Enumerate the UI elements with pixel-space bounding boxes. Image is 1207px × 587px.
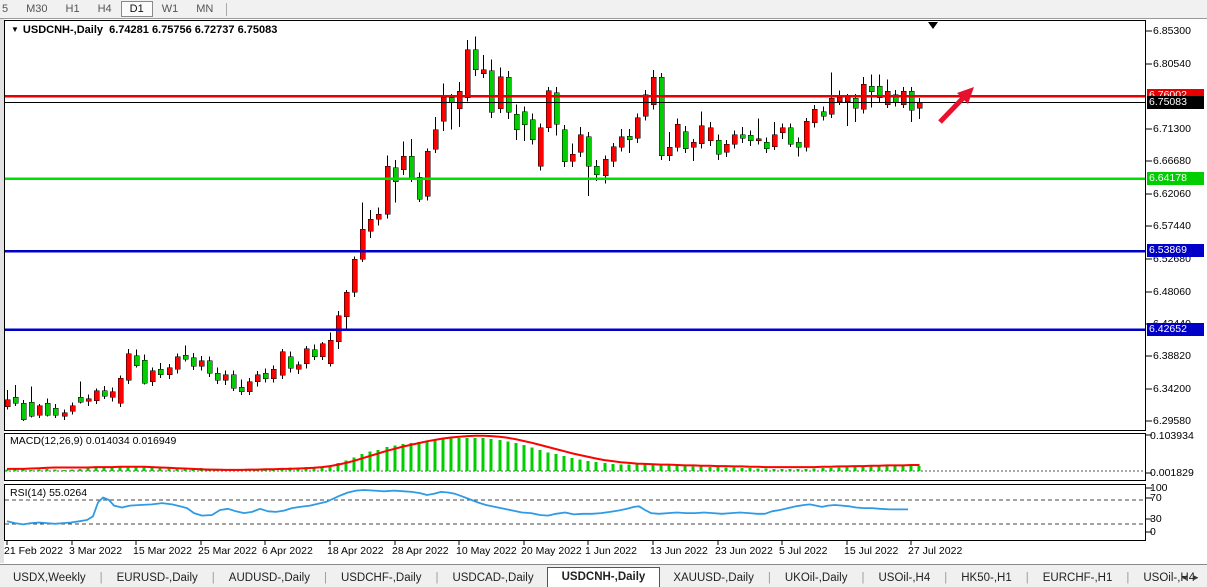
price-tick-label: 6.80540 bbox=[1153, 58, 1191, 70]
chart-symbol-period: USDCNH-,Daily bbox=[22, 24, 103, 36]
date-tick-label: 10 May 2022 bbox=[456, 545, 517, 557]
chart-ohlc-values: 6.74281 6.75756 6.72737 6.75083 bbox=[109, 24, 278, 36]
date-tick-label: 15 Jul 2022 bbox=[844, 545, 899, 557]
tab-separator: | bbox=[767, 572, 771, 584]
tab-separator: | bbox=[861, 572, 865, 584]
price-tick-label: 6.71300 bbox=[1153, 123, 1191, 135]
price-tick-label: 6.29580 bbox=[1153, 415, 1191, 427]
tab-separator: | bbox=[99, 572, 103, 584]
price-tick-label: 6.34200 bbox=[1153, 383, 1191, 395]
tab-separator: | bbox=[435, 572, 439, 584]
chart-tab-usdcad-daily[interactable]: USDCAD-,Daily bbox=[452, 572, 534, 584]
tab-scroll-right-icon[interactable]: ► bbox=[1192, 573, 1204, 582]
price-tick-label: 6.66680 bbox=[1153, 155, 1191, 167]
date-tick-label: 25 Mar 2022 bbox=[198, 545, 257, 557]
tab-separator: | bbox=[944, 572, 948, 584]
left-window-edge bbox=[0, 19, 4, 563]
timeframe-button-h1[interactable]: H1 bbox=[65, 3, 80, 15]
macd-axis-min: 0.001829 bbox=[1150, 467, 1194, 479]
price-tick-label: 6.57440 bbox=[1153, 220, 1191, 232]
date-tick-label: 6 Apr 2022 bbox=[262, 545, 313, 557]
axis-ticks bbox=[6, 30, 1152, 545]
rsi-levels bbox=[5, 499, 1145, 525]
tab-scroll-left-icon[interactable]: ◄ bbox=[1180, 573, 1193, 582]
date-tick-label: 3 Mar 2022 bbox=[69, 545, 123, 557]
chart-tab-usdx-weekly[interactable]: USDX,Weekly bbox=[13, 572, 86, 584]
tab-separator: | bbox=[211, 572, 215, 584]
rsi-indicator-label: RSI(14) 55.0264 bbox=[10, 487, 88, 499]
rsi-level-label: 0 bbox=[1150, 526, 1156, 538]
chart-tab-xauusd-daily[interactable]: XAUUSD-,Daily bbox=[673, 572, 754, 584]
tab-separator: | bbox=[323, 572, 327, 584]
macd-pane bbox=[4, 433, 1146, 481]
price-level-badge: 6.64178 bbox=[1147, 172, 1204, 185]
date-tick-label: 18 Apr 2022 bbox=[327, 545, 384, 557]
date-tick-label: 13 Jun 2022 bbox=[650, 545, 708, 557]
price-tick-label: 6.85300 bbox=[1153, 25, 1191, 37]
price-level-badge: 6.53869 bbox=[1147, 244, 1204, 257]
chart-tab-bar: USDX,Weekly | EURUSD-,Daily | AUDUSD-,Daily |… bbox=[0, 564, 1207, 587]
date-tick-label: 20 May 2022 bbox=[521, 545, 582, 557]
timeframe-button-mn[interactable]: MN bbox=[196, 3, 214, 15]
timeframe-button-h4[interactable]: H4 bbox=[97, 3, 112, 15]
macd-signal-line bbox=[7, 434, 920, 471]
chart-tab-eurusd-daily[interactable]: EURUSD-,Daily bbox=[116, 572, 198, 584]
date-tick-label: 15 Mar 2022 bbox=[133, 545, 192, 557]
chart-title: ▼ USDCNH-,Daily 6.74281 6.75756 6.72737 6… bbox=[11, 24, 277, 36]
candlestick-series bbox=[4, 36, 923, 421]
date-tick-label: 27 Jul 2022 bbox=[908, 545, 963, 557]
rsi-level-label: 30 bbox=[1150, 513, 1162, 525]
chart-tab-usdcnh-daily[interactable]: USDCNH-,Daily bbox=[546, 567, 661, 587]
toolbar-separator bbox=[226, 2, 228, 16]
tab-separator: | bbox=[1025, 572, 1029, 584]
chart-tab-eurchf-h1[interactable]: EURCHF-,H1 bbox=[1042, 572, 1113, 584]
date-tick-label: 28 Apr 2022 bbox=[392, 545, 449, 557]
chart-tab-ukoil-daily[interactable]: UKOil-,Daily bbox=[784, 572, 848, 584]
timeframe-button-5[interactable]: 5 bbox=[2, 3, 9, 15]
date-tick-label: 5 Jul 2022 bbox=[779, 545, 828, 557]
chart-tab-audusd-daily[interactable]: AUDUSD-,Daily bbox=[228, 572, 310, 584]
price-level-badge: 6.75083 bbox=[1147, 96, 1204, 109]
rsi-level-label: 100 bbox=[1150, 482, 1168, 494]
macd-axis-max: 0.103934 bbox=[1150, 430, 1194, 442]
chart-tab-usoil-h4[interactable]: USOil-,H4 bbox=[878, 572, 931, 584]
timeframe-button-d1[interactable]: D1 bbox=[120, 1, 153, 17]
timeframe-toolbar: 5 M30 H1 H4 D1 W1 MN bbox=[0, 0, 1207, 19]
tab-scroll-arrows[interactable]: ◄► bbox=[1180, 573, 1204, 582]
chart-tab-hk50-h1[interactable]: HK50-,H1 bbox=[961, 572, 1012, 584]
price-level-badge: 6.42652 bbox=[1147, 323, 1204, 336]
chart-tab-usdchf-daily[interactable]: USDCHF-,Daily bbox=[340, 572, 422, 584]
tab-separator: | bbox=[1126, 572, 1130, 584]
timeframe-button-m30[interactable]: M30 bbox=[26, 3, 48, 15]
macd-histogram bbox=[5, 437, 1145, 472]
rsi-level-label: 70 bbox=[1150, 492, 1162, 504]
rsi-pane bbox=[4, 484, 1146, 541]
macd-indicator-label: MACD(12,26,9) 0.014034 0.016949 bbox=[10, 435, 177, 447]
chart-tab-usoil-h4[interactable]: USOil-,H4 bbox=[1143, 572, 1196, 584]
symbol-dropdown-icon[interactable]: ▼ bbox=[11, 25, 19, 34]
red-arrow-object bbox=[938, 87, 974, 124]
time-marker-icon bbox=[928, 22, 938, 29]
timeframe-button-w1[interactable]: W1 bbox=[161, 3, 179, 15]
price-tick-label: 6.38820 bbox=[1153, 350, 1191, 362]
horizontal-level-lines bbox=[5, 94, 1145, 331]
date-tick-label: 23 Jun 2022 bbox=[715, 545, 773, 557]
price-tick-label: 6.48060 bbox=[1153, 286, 1191, 298]
date-tick-label: 1 Jun 2022 bbox=[585, 545, 637, 557]
price-tick-label: 6.62060 bbox=[1153, 188, 1191, 200]
date-tick-label: 21 Feb 2022 bbox=[4, 545, 63, 557]
rsi-line bbox=[6, 489, 908, 526]
